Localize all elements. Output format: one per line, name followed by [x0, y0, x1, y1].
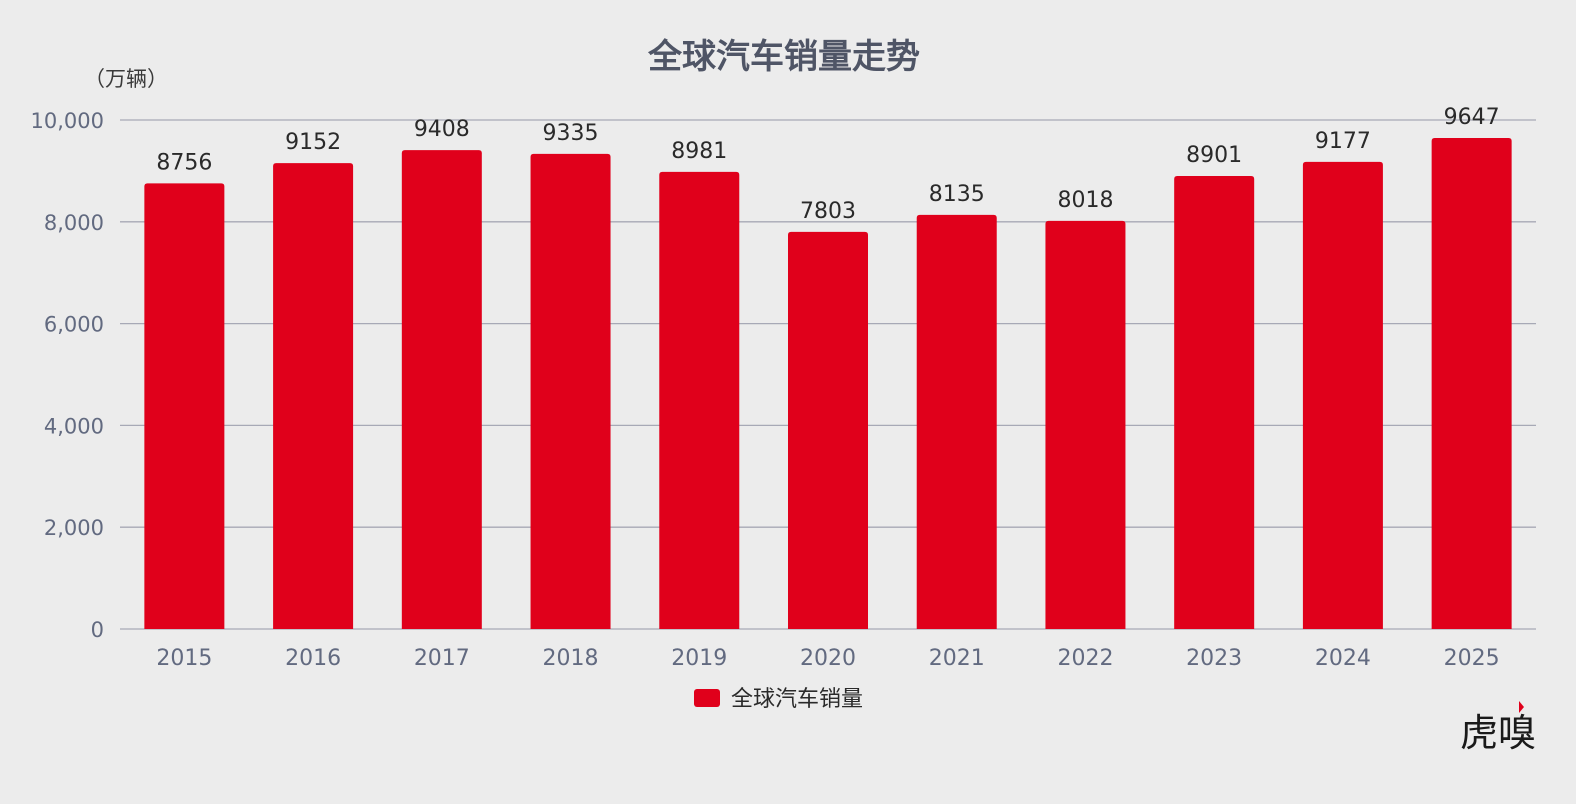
data-label: 8756 — [156, 150, 212, 175]
data-label: 9408 — [414, 117, 470, 142]
x-tick-label: 2021 — [929, 646, 985, 671]
bar — [1045, 220, 1126, 630]
data-label: 8901 — [1186, 143, 1242, 168]
x-axis-ticks: 2015 2016 2017 2018 2019 2020 2021 2022 2023 2024… — [156, 646, 1499, 671]
y-tick-label: 4,000 — [44, 414, 104, 438]
bar — [1431, 137, 1512, 629]
y-tick-label: 0 — [91, 618, 104, 642]
x-tick-label: 2023 — [1186, 646, 1242, 671]
bar — [659, 171, 740, 629]
y-axis-ticks: 0 2,000 4,000 6,000 8,000 10,000 — [31, 109, 104, 642]
x-tick-label: 2024 — [1315, 646, 1371, 671]
data-label: 7803 — [800, 199, 856, 224]
logo-accent-mark — [1519, 701, 1524, 713]
bar — [1302, 161, 1383, 630]
x-tick-label: 2022 — [1057, 646, 1113, 671]
y-tick-label: 2,000 — [44, 516, 104, 540]
x-tick-label: 2016 — [285, 646, 341, 671]
data-label: 9177 — [1315, 129, 1371, 154]
data-label: 8018 — [1057, 188, 1113, 213]
bar — [788, 231, 868, 629]
y-tick-label: 8,000 — [44, 211, 104, 235]
brand-logo: 虎嗅 — [1460, 701, 1536, 755]
x-tick-label: 2019 — [671, 646, 727, 671]
legend: 全球汽车销量 — [694, 687, 863, 712]
bar — [273, 163, 354, 629]
data-labels: 8756 9152 9408 9335 8981 7803 8135 8018 8901 9177… — [156, 105, 1499, 224]
legend-swatch — [694, 689, 720, 707]
data-label: 9647 — [1444, 105, 1500, 130]
bars — [144, 137, 1512, 630]
y-tick-label: 6,000 — [44, 313, 104, 337]
bar — [916, 214, 997, 629]
x-tick-label: 2015 — [156, 646, 212, 671]
bar — [401, 150, 482, 629]
bar — [530, 153, 611, 629]
x-tick-label: 2017 — [414, 646, 470, 671]
logo-text: 虎嗅 — [1460, 711, 1536, 755]
data-label: 8135 — [929, 182, 985, 207]
x-tick-label: 2018 — [543, 646, 599, 671]
x-tick-label: 2025 — [1444, 646, 1500, 671]
legend-label: 全球汽车销量 — [731, 687, 863, 712]
data-label: 9152 — [285, 130, 341, 155]
bar — [144, 183, 225, 630]
y-axis-unit-label: （万辆） — [84, 67, 168, 91]
chart-title: 全球汽车销量走势 — [647, 37, 920, 77]
data-label: 9335 — [543, 121, 599, 146]
x-tick-label: 2020 — [800, 646, 856, 671]
bar — [1174, 175, 1255, 630]
data-label: 8981 — [671, 139, 727, 164]
y-tick-label: 10,000 — [31, 109, 104, 133]
